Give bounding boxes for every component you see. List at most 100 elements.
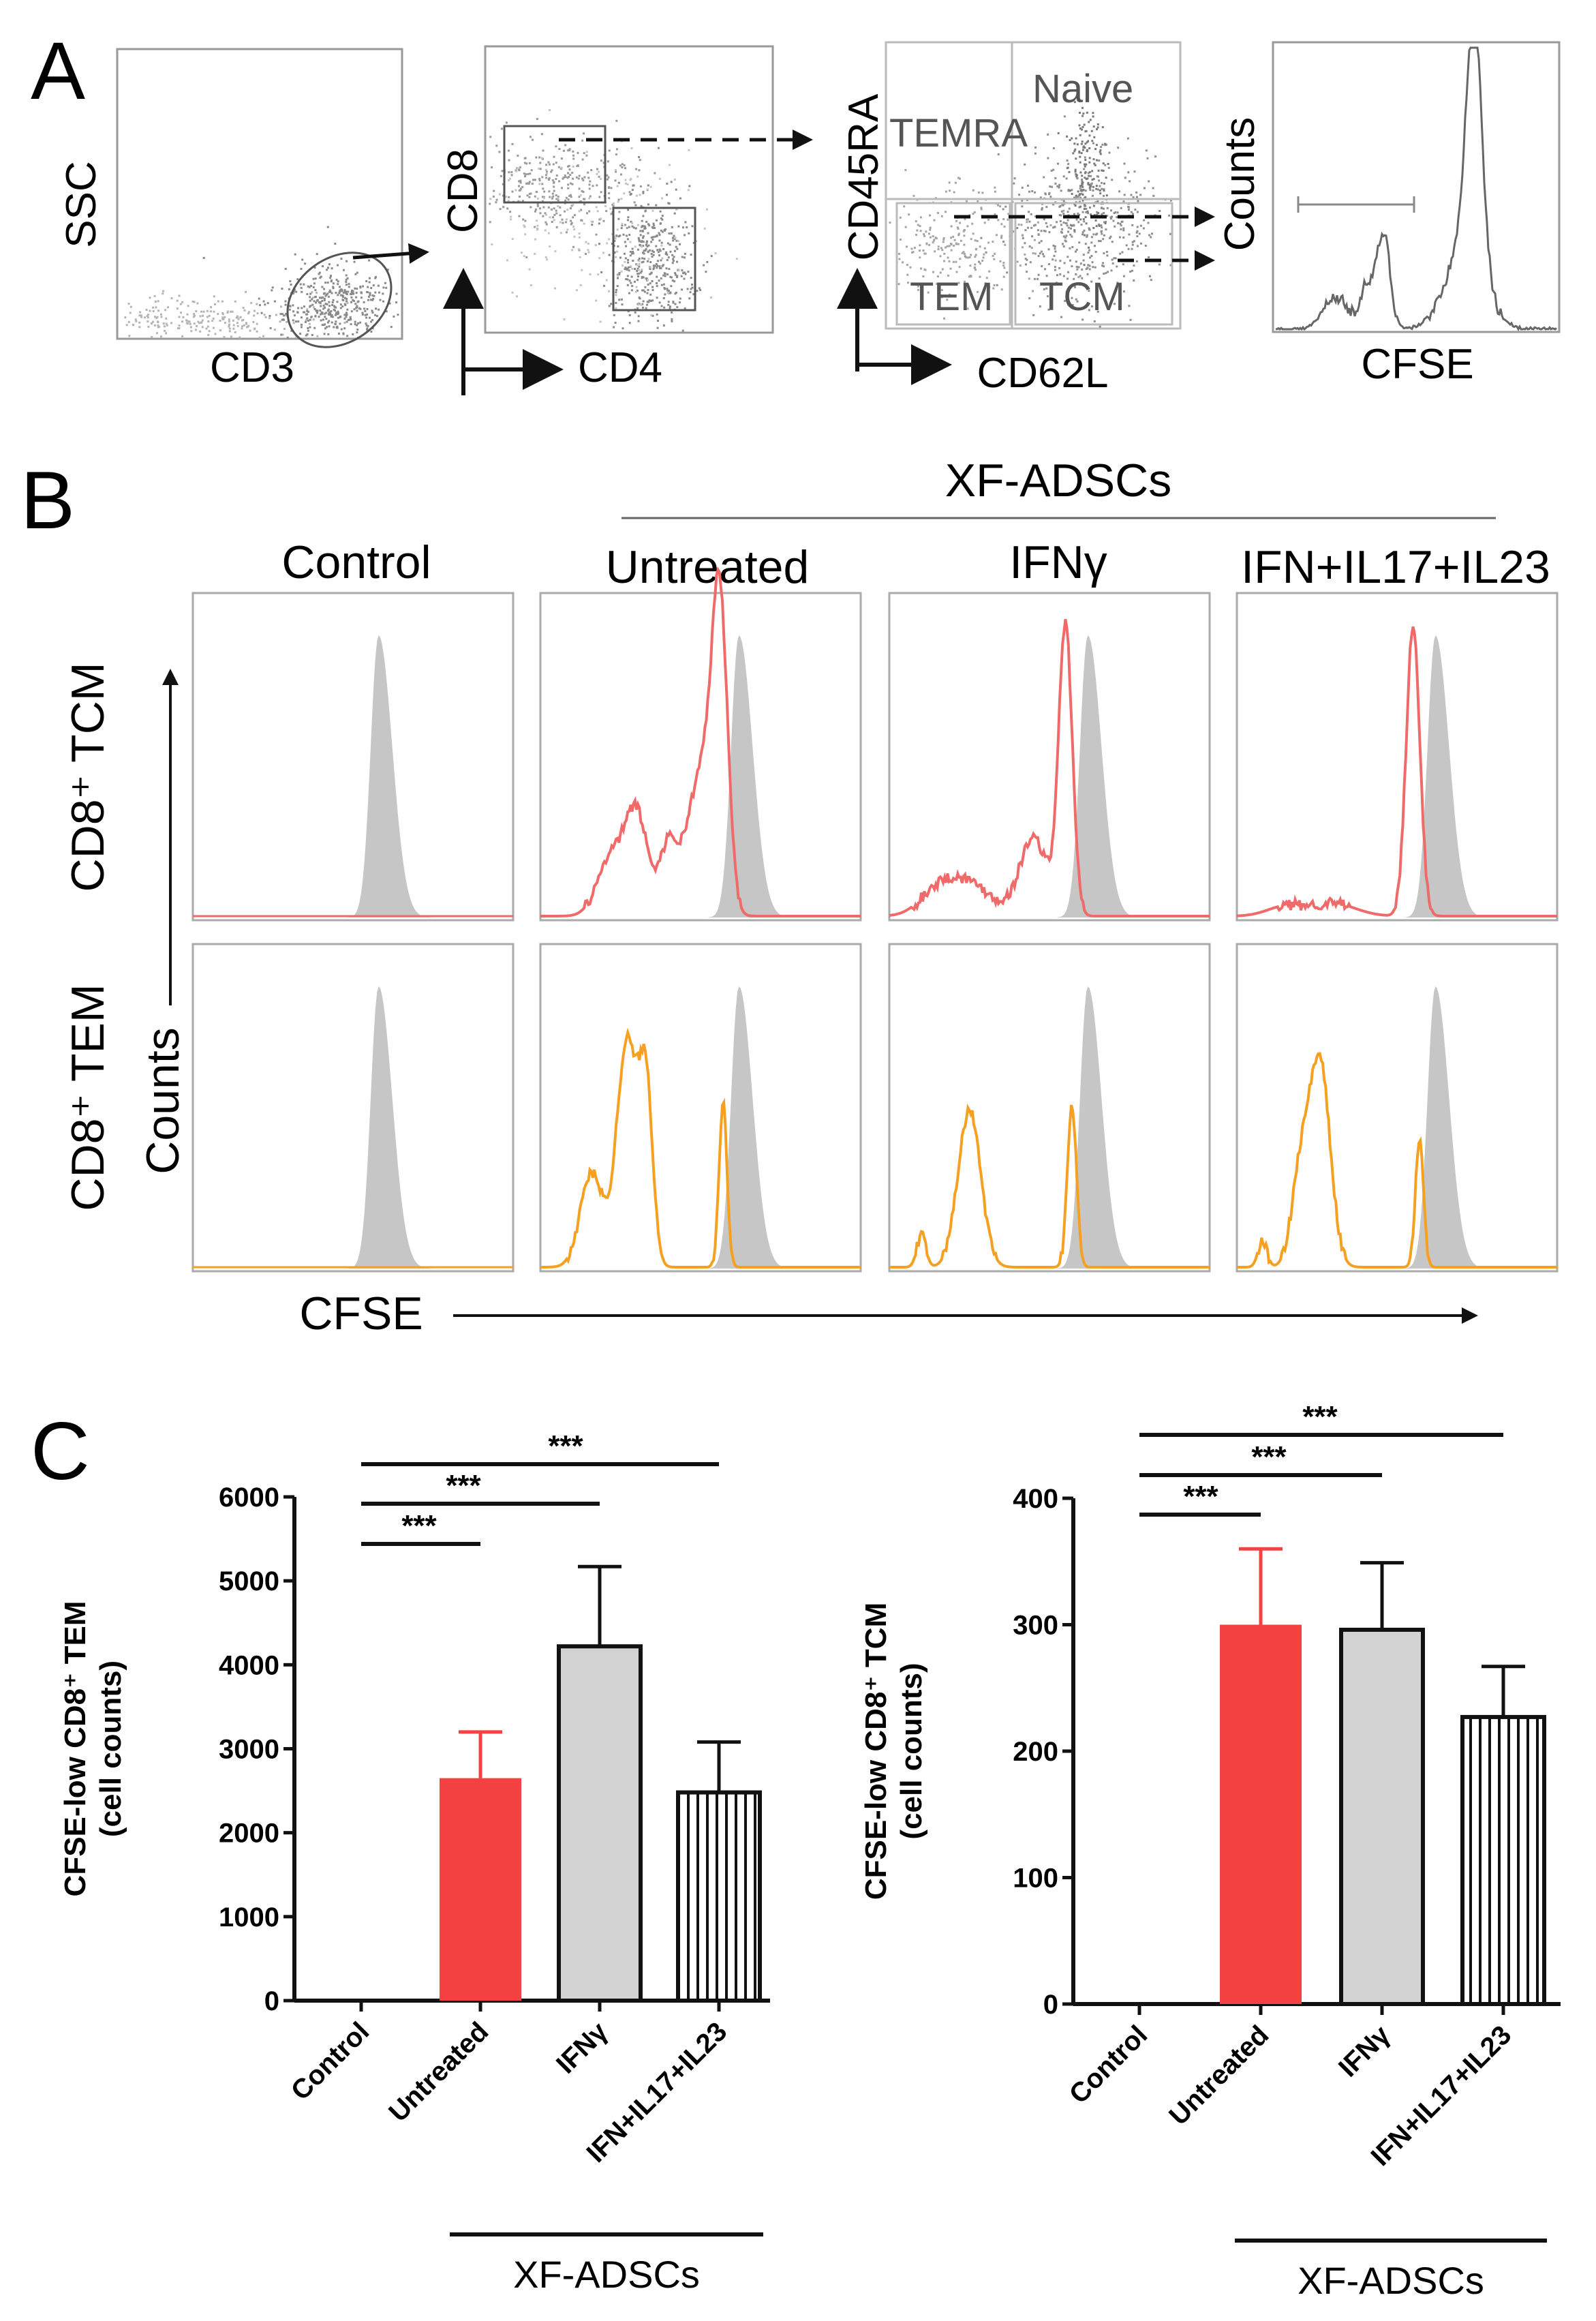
scatter-dot: [561, 218, 564, 221]
histogram-grid: [191, 566, 1559, 1273]
scatter-dot: [546, 258, 549, 261]
scatter-dot: [1086, 267, 1089, 269]
scatter-dot: [285, 314, 288, 317]
scatter-dot: [625, 182, 627, 185]
scatter-dot: [1099, 149, 1102, 151]
scatter-dot: [614, 322, 617, 324]
scatter-dot: [214, 303, 216, 305]
scatter-dot: [924, 269, 927, 271]
scatter-dot: [1069, 233, 1072, 236]
scatter-dot: [577, 164, 579, 167]
scatter-dot: [621, 303, 624, 306]
scatter-dot: [1077, 266, 1080, 269]
scatter-dot: [1039, 252, 1041, 255]
scatter-dot: [997, 153, 1000, 155]
scatter-dot: [385, 286, 388, 289]
scatter-dot: [611, 243, 613, 245]
scatter-dot: [1113, 257, 1116, 260]
scatter-dot: [153, 294, 156, 297]
scatter-dot: [621, 327, 624, 330]
scatter-dot: [371, 294, 374, 297]
treated-tcm-histogram: [540, 566, 861, 917]
scatter-dot: [370, 320, 373, 323]
scatter-dot: [348, 318, 351, 321]
scatter-dot: [1095, 144, 1098, 147]
scatter-dot: [1086, 273, 1089, 275]
scatter-dot: [656, 313, 658, 316]
scatter-dot: [942, 283, 945, 286]
scatter-dot: [335, 292, 337, 294]
scatter-dot: [1081, 106, 1084, 109]
scatter-dot: [1117, 222, 1120, 224]
scatter-dot: [1154, 155, 1157, 158]
scatter-dot: [620, 270, 623, 273]
scatter-dot: [339, 322, 341, 325]
scatter-dot: [1132, 196, 1135, 198]
scatter-dot: [552, 195, 555, 198]
scatter-dot: [927, 291, 930, 294]
scatter-dot: [1119, 222, 1122, 225]
scatter-dot: [1064, 222, 1067, 225]
scatter-dot: [518, 169, 521, 172]
scatter-dot: [1086, 111, 1088, 114]
scatter-dot: [589, 195, 592, 198]
scatter-dot: [927, 232, 930, 235]
scatter-dot: [313, 267, 316, 269]
scatter-dot: [940, 296, 943, 299]
scatter-dot: [616, 228, 619, 231]
scatter-dot: [573, 228, 576, 230]
scatter-dot: [253, 328, 256, 331]
histogram-cell: [1236, 943, 1559, 1273]
scatter-dot: [994, 190, 996, 193]
scatter-dot: [271, 289, 273, 292]
scatter-dot: [519, 179, 522, 182]
scatter-dot: [638, 257, 641, 260]
scatter-dot: [1087, 172, 1090, 175]
scatter-dot: [1081, 194, 1084, 196]
scatter-dot: [645, 277, 647, 279]
scatter-dot: [1118, 236, 1121, 239]
scatter-dot: [582, 179, 585, 181]
scatter-dot: [305, 320, 307, 323]
scatter-dot: [1013, 177, 1016, 180]
scatter-dot: [330, 310, 333, 312]
scatter-dot: [641, 277, 643, 279]
scatter-dot: [493, 189, 495, 192]
scatter-dot: [636, 273, 639, 275]
scatter-dot: [350, 301, 352, 303]
scatter-dot: [933, 219, 936, 222]
scatter-dot: [324, 323, 326, 326]
scatter-dot: [572, 177, 574, 180]
scatter-dot: [688, 185, 691, 187]
scatter-dot: [624, 252, 626, 255]
scatter-dot: [1067, 226, 1070, 229]
plot2-y-label: CD8: [440, 149, 487, 233]
scatter-dot: [1060, 224, 1062, 226]
scatter-dot: [676, 260, 678, 263]
scatter-dot: [657, 147, 660, 149]
scatter-dot: [1071, 297, 1073, 299]
scatter-dot: [1097, 212, 1100, 214]
scatter-dot: [379, 299, 382, 301]
scatter-dot: [327, 313, 330, 316]
scatter-dot: [340, 328, 343, 331]
scatter-dot: [656, 234, 658, 237]
scatter-dot: [1090, 130, 1093, 132]
scatter-dot: [614, 179, 617, 182]
scatter-dot: [1041, 208, 1043, 211]
scatter-dot: [652, 222, 655, 225]
scatter-dot: [646, 245, 649, 248]
scatter-dot: [1101, 126, 1104, 129]
scatter-dot: [616, 285, 619, 288]
scatter-dot: [668, 232, 671, 234]
scatter-dot: [585, 241, 587, 243]
scatter-dot: [153, 324, 156, 327]
y-axis-title-line2: (cell counts): [895, 1663, 928, 1839]
scatter-dot: [649, 261, 652, 263]
scatter-dot: [675, 208, 678, 211]
scatter-dot: [971, 222, 974, 225]
scatter-dot: [198, 322, 201, 324]
scatter-dot: [691, 284, 693, 286]
scatter-dot: [536, 228, 538, 231]
cfse-histogram-line: [1275, 46, 1557, 332]
